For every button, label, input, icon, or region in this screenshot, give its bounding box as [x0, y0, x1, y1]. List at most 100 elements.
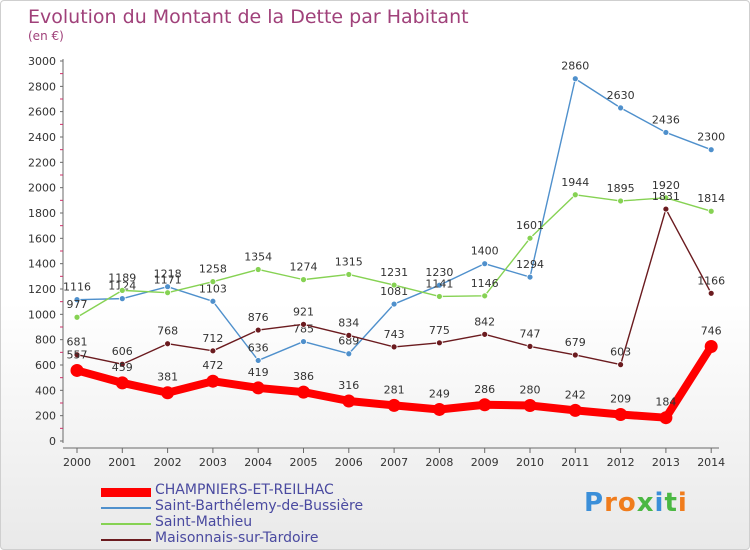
x-tick-label: 2003	[199, 456, 227, 469]
data-point	[481, 292, 489, 300]
data-point	[164, 340, 172, 348]
data-label: 2300	[697, 131, 725, 144]
x-tick-label: 2013	[652, 456, 680, 469]
data-label: 689	[338, 335, 359, 348]
logo-letter: P	[584, 488, 605, 518]
legend-swatch	[101, 523, 151, 525]
y-tick-label: 2000	[28, 182, 56, 195]
data-point	[254, 357, 262, 364]
data-point	[209, 347, 217, 355]
y-tick-label: 600	[35, 359, 56, 372]
data-point	[662, 129, 670, 136]
proxiti-logo: Proxiti	[584, 488, 688, 518]
data-label: 1081	[380, 285, 408, 298]
data-label: 1231	[380, 266, 408, 279]
data-label: 242	[565, 388, 586, 401]
data-point	[435, 293, 443, 300]
data-label: 1895	[607, 182, 635, 195]
data-label: 1274	[290, 261, 318, 274]
data-point	[297, 385, 310, 399]
data-point	[481, 260, 489, 268]
data-label: 1944	[561, 176, 589, 189]
data-label: 977	[67, 298, 88, 311]
data-label: 1171	[154, 274, 182, 287]
chart-title: Evolution du Montant de la Dette par Hab…	[28, 6, 469, 28]
data-point	[526, 234, 534, 242]
x-tick-label: 2011	[561, 456, 589, 469]
data-point	[617, 197, 624, 205]
data-point	[662, 205, 670, 213]
data-label: 1189	[108, 271, 136, 284]
data-point	[118, 295, 126, 303]
legend-label: Saint-Barthélemy-de-Bussière	[155, 498, 364, 514]
data-label: 557	[67, 348, 88, 361]
data-label: 1124	[108, 280, 136, 293]
series-line-0	[76, 78, 712, 362]
data-point	[164, 289, 172, 297]
data-label: 472	[202, 359, 223, 372]
data-point	[73, 313, 81, 321]
data-point	[617, 361, 624, 369]
data-label: 419	[248, 366, 269, 379]
logo-letter: t	[664, 488, 678, 518]
data-point	[432, 402, 446, 416]
y-tick-label: 800	[35, 334, 56, 347]
data-point	[704, 340, 718, 354]
y-tick-label: 200	[35, 410, 56, 423]
data-label: 876	[248, 311, 269, 324]
data-label: 1831	[652, 190, 680, 203]
data-point	[254, 326, 262, 334]
data-label: 834	[338, 316, 359, 329]
data-point	[571, 191, 579, 199]
data-label: 842	[474, 315, 495, 328]
data-point	[571, 75, 579, 83]
y-tick-label: 1200	[28, 283, 56, 296]
data-point	[300, 320, 307, 328]
data-label: 1166	[697, 274, 725, 287]
data-point	[435, 281, 443, 289]
data-point	[526, 273, 534, 281]
y-tick-label: 2200	[28, 156, 56, 169]
data-point	[387, 398, 401, 412]
data-point	[342, 394, 356, 408]
x-tick-label: 2004	[244, 456, 272, 469]
x-tick-label: 2005	[290, 456, 318, 469]
data-point	[206, 374, 220, 388]
data-point	[707, 146, 715, 154]
data-point	[617, 104, 624, 112]
data-point	[254, 266, 262, 273]
data-point	[478, 398, 492, 412]
series-line-1	[76, 194, 712, 318]
legend-label: Saint-Mathieu	[155, 514, 253, 530]
data-label: 1146	[471, 277, 499, 290]
logo-letter: x	[636, 488, 655, 518]
x-tick-label: 2008	[425, 456, 453, 469]
data-label: 249	[429, 387, 450, 400]
logo-letter: o	[617, 488, 637, 518]
y-tick-label: 2400	[28, 131, 56, 144]
data-label: 1103	[199, 282, 227, 295]
data-point	[161, 386, 175, 400]
data-label: 2436	[652, 113, 680, 126]
y-tick-label: 3000	[28, 55, 56, 68]
data-label: 281	[384, 383, 405, 396]
data-point	[115, 376, 129, 390]
data-point	[707, 207, 715, 215]
y-tick-label: 2800	[28, 80, 56, 93]
x-tick-label: 2001	[108, 456, 136, 469]
data-point	[73, 351, 81, 359]
data-point	[390, 300, 398, 308]
data-point	[390, 281, 398, 289]
data-label: 603	[610, 346, 631, 359]
data-point	[614, 408, 628, 422]
data-point	[345, 331, 353, 339]
data-label: 679	[565, 336, 586, 349]
x-tick-label: 2009	[471, 456, 499, 469]
data-label: 743	[384, 328, 405, 341]
data-point	[118, 360, 126, 368]
data-point	[571, 351, 579, 359]
y-tick-label: 2600	[28, 106, 56, 119]
x-tick-label: 2002	[154, 456, 182, 469]
data-label: 280	[520, 384, 541, 397]
